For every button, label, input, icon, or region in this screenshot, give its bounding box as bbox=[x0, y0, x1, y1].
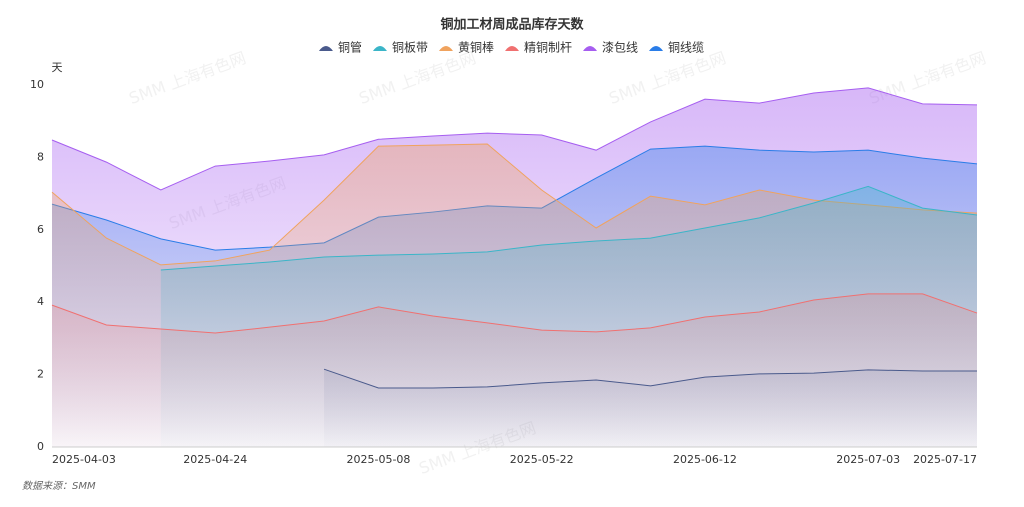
watermark: SMM 上海有色网 bbox=[356, 48, 478, 108]
y-axis-label: 天 bbox=[52, 61, 63, 74]
line bbox=[323, 368, 977, 389]
line bbox=[51, 293, 978, 334]
x-tick-label: 2025-07-17 bbox=[913, 453, 977, 466]
line bbox=[160, 185, 978, 271]
line bbox=[51, 87, 978, 191]
y-tick-label: 2 bbox=[37, 368, 44, 381]
x-tick-label: 2025-04-24 bbox=[183, 453, 247, 466]
y-tick-label: 4 bbox=[37, 295, 44, 308]
y-tick-label: 10 bbox=[30, 78, 44, 91]
legend-label: 铜线缆 bbox=[668, 40, 704, 55]
source: 数据来源：SMM bbox=[22, 480, 96, 492]
y-tick-label: 8 bbox=[37, 150, 44, 163]
legend-icon bbox=[649, 46, 664, 51]
x-tick-label: 2025-05-22 bbox=[510, 453, 574, 466]
area bbox=[324, 369, 977, 447]
legend-label: 铜管 bbox=[338, 40, 362, 55]
x-tick-label: 2025-07-03 bbox=[836, 453, 900, 466]
legend-icon bbox=[438, 46, 453, 51]
watermark: SMM 上海有色网 bbox=[126, 48, 248, 108]
x-tick-label: 2025-04-03 bbox=[52, 453, 116, 466]
legend-icon bbox=[505, 46, 519, 51]
chart-title: 铜加工材周成品库存天数 bbox=[439, 17, 584, 33]
x-tick-label: 2025-06-12 bbox=[673, 453, 737, 466]
legend-label: 漆包线 bbox=[602, 41, 638, 55]
legend-icon bbox=[583, 46, 598, 51]
y-tick-label: 0 bbox=[37, 440, 44, 453]
y-tick-label: 6 bbox=[37, 223, 44, 236]
legend-label: 精铜制杆 bbox=[524, 40, 572, 55]
x-tick-label: 2025-05-08 bbox=[347, 453, 411, 466]
legend-icon bbox=[372, 46, 387, 51]
legend-icon bbox=[318, 46, 333, 51]
legend-label: 黄铜棒 bbox=[458, 40, 494, 55]
legend-label: 铜板带 bbox=[392, 40, 428, 55]
